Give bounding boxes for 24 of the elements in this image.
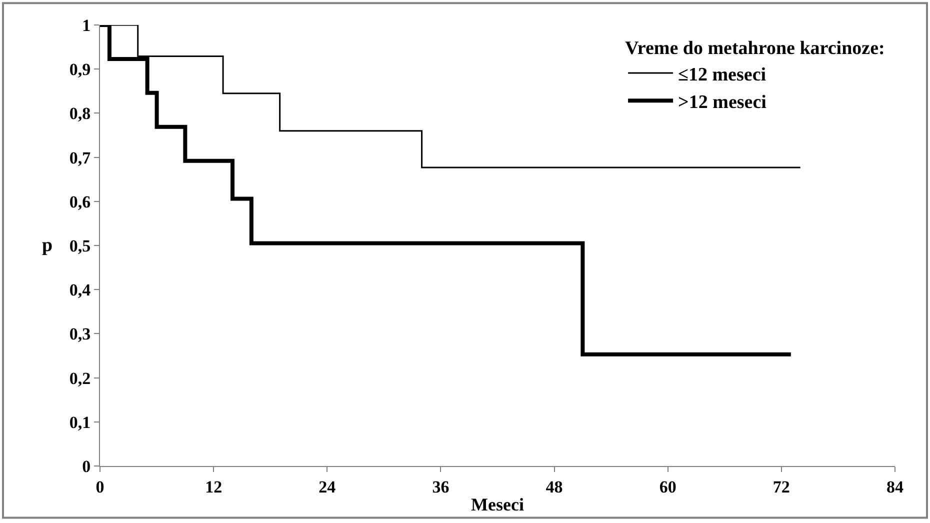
y-tick-label: 0,8 <box>69 104 91 124</box>
legend-title: Vreme do metahrone karcinoze: <box>625 38 885 60</box>
x-tick-label: 48 <box>546 477 563 496</box>
x-tick-label: 12 <box>205 477 222 496</box>
x-tick-label: 36 <box>432 477 450 496</box>
legend-label: >12 meseci <box>678 92 766 114</box>
y-tick-label: 0,1 <box>69 412 91 432</box>
y-tick-label: 0,3 <box>69 324 91 344</box>
x-tick-label: 24 <box>318 477 336 496</box>
y-tick-label: 0,7 <box>69 148 92 168</box>
x-axis-title: Meseci <box>471 494 524 514</box>
y-axis-title: p <box>42 235 53 256</box>
x-tick-label: 84 <box>886 477 904 496</box>
y-tick-label: 0,5 <box>69 236 91 256</box>
y-tick-label: 0,9 <box>69 60 91 80</box>
x-tick-label: 0 <box>96 477 104 496</box>
y-tick-label: 0,2 <box>69 368 91 388</box>
x-tick-label: 72 <box>772 477 790 496</box>
y-tick-label: 0,4 <box>69 280 92 300</box>
legend-label: ≤12 meseci <box>678 64 766 86</box>
y-tick-label: 0,6 <box>69 192 91 212</box>
y-tick-label: 0 <box>82 456 91 476</box>
x-tick-label: 60 <box>659 477 676 496</box>
y-tick-label: 1 <box>82 16 91 35</box>
